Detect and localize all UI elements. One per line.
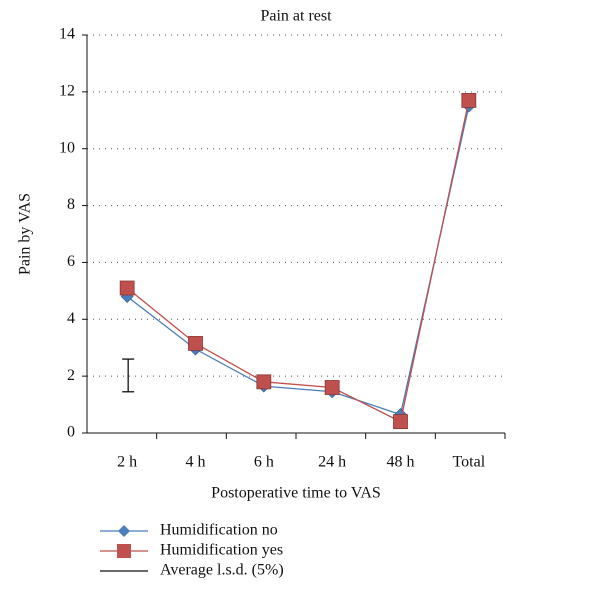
legend-label: Humidification yes xyxy=(160,542,283,559)
y-tick-label: 8 xyxy=(67,196,75,213)
legend-marker xyxy=(118,525,130,537)
data-point xyxy=(393,414,408,430)
y-tick-label: 4 xyxy=(67,310,75,327)
data-point xyxy=(461,92,477,108)
series-line xyxy=(126,105,470,416)
y-tick-label: 2 xyxy=(67,367,75,384)
y-tick-label: 0 xyxy=(67,424,75,441)
legend-label: Average l.s.d. (5%) xyxy=(160,562,284,579)
data-point xyxy=(188,336,203,351)
y-tick-label: 6 xyxy=(67,253,75,270)
x-tick-label: 4 h xyxy=(186,454,206,471)
x-tick-label: 2 h xyxy=(117,454,137,471)
x-tick-label: 48 h xyxy=(387,454,415,471)
y-tick-label: 14 xyxy=(59,26,75,43)
chart-title: Pain at rest xyxy=(260,8,332,25)
legend-marker xyxy=(117,544,131,558)
x-tick-label: Total xyxy=(453,454,486,471)
data-point xyxy=(256,374,272,390)
y-axis-label: Pain by VAS xyxy=(17,193,34,275)
legend-label: Humidification no xyxy=(160,522,278,539)
data-point xyxy=(119,280,135,296)
y-tick-label: 12 xyxy=(59,83,75,100)
x-tick-label: 24 h xyxy=(318,454,346,471)
x-axis-label: Postoperative time to VAS xyxy=(211,485,381,502)
x-tick-label: 6 h xyxy=(254,454,274,471)
data-point xyxy=(324,380,340,395)
y-tick-label: 10 xyxy=(59,139,75,156)
series-line xyxy=(126,100,470,423)
